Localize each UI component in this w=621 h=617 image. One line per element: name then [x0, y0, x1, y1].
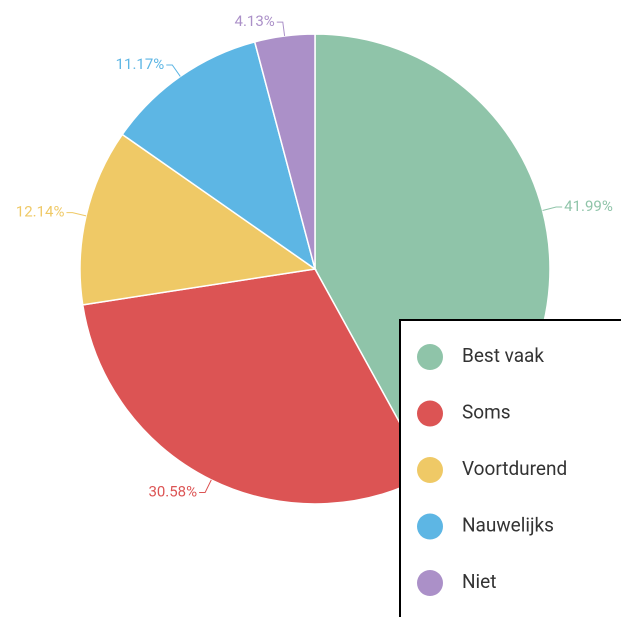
- leader-line: [276, 21, 286, 37]
- data-label: 4.13%: [235, 12, 275, 30]
- legend-label: Best vaak: [462, 344, 544, 367]
- pie-slice: [121, 40, 317, 271]
- legend-swatch: [417, 513, 443, 540]
- leader-line: [166, 64, 181, 77]
- leader-line: [542, 206, 563, 211]
- data-label: 11.17%: [116, 55, 165, 73]
- legend-label: Niet: [462, 570, 496, 593]
- legend-label: Voortdurend: [462, 457, 567, 480]
- legend: Best vaak Soms Voortdurend Nauwelijks Niet: [399, 319, 621, 617]
- legend-swatch: [417, 344, 443, 370]
- leader-line: [66, 212, 87, 217]
- leader-line: [199, 479, 212, 493]
- legend-swatch: [417, 400, 443, 427]
- data-label: 30.58%: [148, 482, 197, 500]
- data-label: 41.99%: [564, 197, 613, 215]
- pie-slice: [79, 133, 317, 306]
- legend-label: Soms: [462, 401, 511, 424]
- legend-label: Nauwelijks: [462, 514, 554, 537]
- legend-swatch: [417, 457, 443, 483]
- data-label: 12.14%: [16, 203, 65, 221]
- legend-swatch: [417, 570, 443, 596]
- pie-slice: [253, 33, 316, 270]
